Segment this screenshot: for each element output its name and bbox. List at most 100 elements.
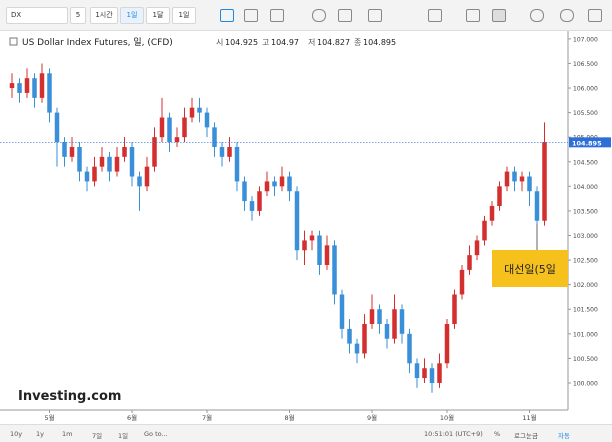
range-button[interactable]: 10y: [10, 430, 23, 438]
candle-body: [99, 156, 105, 167]
candle-body: [167, 117, 172, 143]
range-button[interactable]: 7일: [92, 432, 103, 440]
log-toggle[interactable]: 로그눈금: [514, 432, 538, 440]
candle-body: [174, 137, 180, 143]
candle-icon[interactable]: [220, 9, 234, 22]
x-tick-label: 7월: [202, 413, 212, 422]
ohlc-value: 104.925: [225, 38, 258, 47]
y-tick-label: 104.000: [573, 184, 598, 191]
candle-body: [107, 156, 112, 172]
chart: US Dollar Index Futures, 일, (CFD) 시 104.9…: [0, 31, 611, 422]
candle-body: [474, 240, 480, 256]
candle-body: [534, 191, 540, 221]
collapse-icon[interactable]: [9, 37, 18, 46]
candle-body: [422, 368, 427, 379]
ohlc-label: 시: [216, 38, 223, 47]
candle-body: [249, 201, 255, 211]
candle-body: [159, 117, 165, 138]
candle-body: [467, 255, 472, 270]
y-tick-label: 102.000: [573, 282, 598, 289]
range-button[interactable]: 1m: [62, 430, 73, 438]
candle-body: [497, 186, 502, 206]
candle-body: [129, 147, 135, 177]
candle-body: [114, 156, 120, 172]
candle-body: [197, 107, 202, 113]
percent-toggle[interactable]: %: [494, 430, 501, 438]
ohlc-value: 104.827: [317, 38, 350, 47]
camera-icon[interactable]: [466, 9, 480, 22]
volume-icon[interactable]: [338, 9, 352, 22]
annotation-text: 대선일(5일: [504, 262, 556, 276]
ohlc-label: 고: [262, 38, 269, 47]
candle-body: [24, 78, 30, 93]
candle-body: [317, 235, 322, 265]
interval-button[interactable]: 1시간: [90, 7, 118, 24]
settings-icon[interactable]: [312, 9, 326, 22]
auto-toggle[interactable]: 자동: [558, 432, 570, 440]
ohlc-header: 시 104.925 고 104.97 저 104.827 종 104.895: [216, 38, 396, 47]
interval-button[interactable]: 5: [70, 7, 86, 24]
candle-body: [347, 328, 352, 344]
candle-body: [69, 147, 75, 157]
y-tick-label: 106.000: [573, 86, 598, 93]
candle-body: [212, 127, 217, 148]
price-label-box: [569, 137, 611, 148]
candle-body: [384, 323, 390, 339]
candle-body: [392, 309, 397, 339]
candle-body: [512, 171, 517, 182]
indicator-icon[interactable]: [270, 9, 284, 22]
compare-icon[interactable]: [368, 9, 382, 22]
plot-area: [0, 31, 568, 410]
candle-body: [54, 112, 60, 143]
candle-body: [489, 205, 495, 221]
candle-body: [504, 171, 510, 187]
x-tick-label: 9월: [367, 413, 377, 422]
interval-button[interactable]: 1일: [120, 7, 144, 24]
y-tick-label: 101.500: [573, 307, 598, 314]
candle-body: [227, 147, 232, 157]
candle-body: [272, 181, 277, 187]
alert-icon[interactable]: [428, 9, 442, 22]
candle-body: [294, 191, 300, 251]
candle-body: [399, 309, 405, 334]
candle-body: [362, 323, 367, 354]
candle-body: [9, 83, 15, 89]
goto-button[interactable]: Go to...: [144, 430, 168, 438]
fullscreen-icon[interactable]: [588, 9, 602, 22]
x-tick-label: 11월: [522, 413, 536, 422]
interval-button[interactable]: 1일: [172, 7, 196, 24]
candle-body: [527, 176, 532, 192]
toolbar: DX 5 1시간 1일 1달 1일: [0, 0, 612, 31]
candle-body: [407, 333, 412, 364]
candle-body: [444, 323, 450, 364]
candle-body: [137, 176, 142, 187]
candle-body: [279, 176, 285, 187]
candle-body: [77, 147, 82, 172]
y-tick-label: 106.500: [573, 61, 598, 68]
line-icon[interactable]: [244, 9, 258, 22]
x-tick-label: 10월: [440, 413, 454, 422]
candle-body: [452, 294, 457, 324]
range-button[interactable]: 1일: [118, 432, 129, 440]
interval-button[interactable]: 1달: [146, 7, 170, 24]
candle-body: [84, 171, 90, 182]
clock: 10:51:01 (UTC+9): [424, 430, 483, 438]
range-button[interactable]: 1y: [36, 430, 44, 438]
color-icon[interactable]: [492, 9, 506, 22]
cloud-icon[interactable]: [530, 9, 544, 22]
candle-body: [377, 309, 382, 324]
candle-body: [542, 142, 547, 221]
x-tick-label: 6월: [127, 413, 137, 422]
y-tick-label: 104.500: [573, 159, 598, 166]
candle-body: [437, 363, 442, 383]
logo: Investing.com: [18, 389, 121, 404]
candle-body: [332, 245, 337, 295]
candle-body: [264, 181, 270, 192]
y-tick-label: 103.500: [573, 208, 598, 215]
candle-body: [92, 166, 97, 182]
symbol-input[interactable]: DX: [6, 7, 68, 24]
candle-body: [242, 181, 247, 202]
candle-body: [182, 117, 187, 138]
ohlc-value: 104.97: [271, 38, 299, 47]
upload-icon[interactable]: [560, 9, 574, 22]
